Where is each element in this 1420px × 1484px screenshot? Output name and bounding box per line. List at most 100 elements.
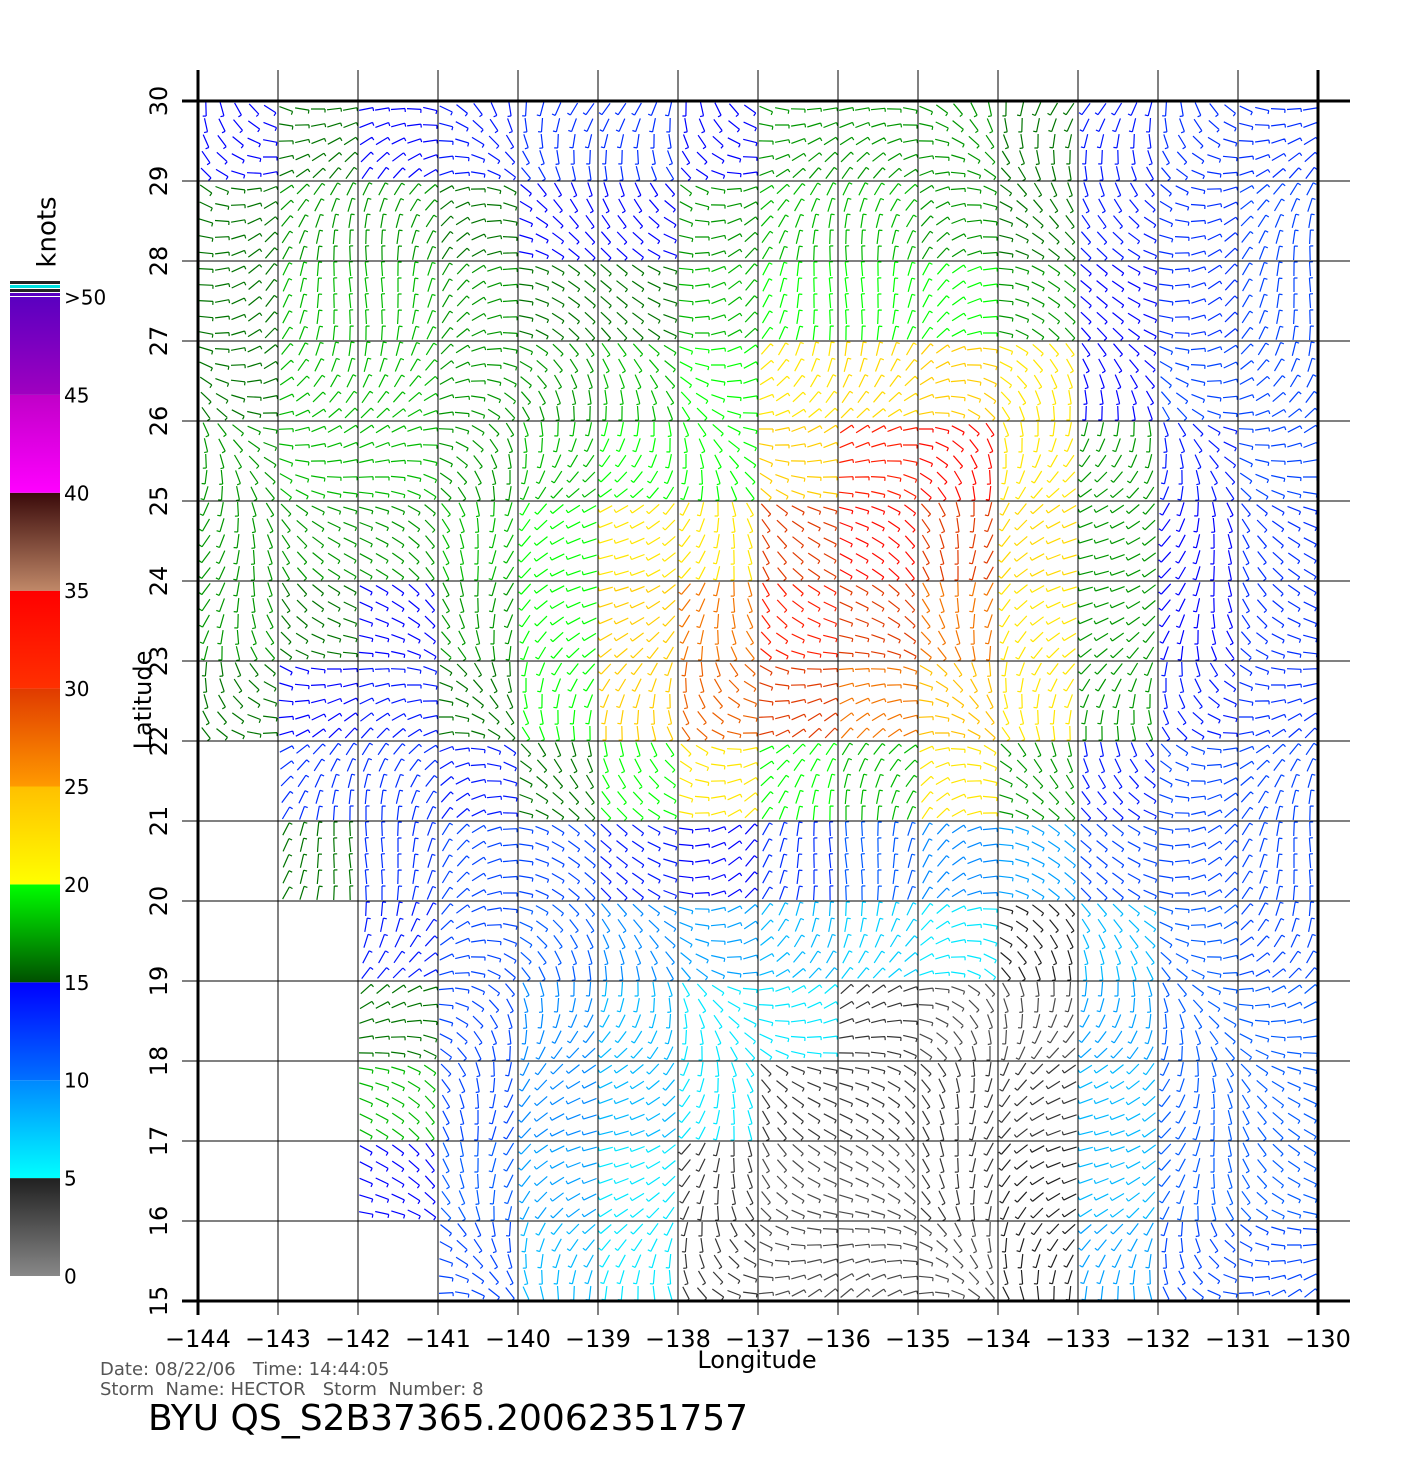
wind-cell	[1158, 263, 1239, 339]
wind-cell	[844, 821, 916, 901]
colorbar-tick-label: 0	[64, 1265, 77, 1289]
x-tick-label: −144	[165, 1325, 231, 1353]
wind-cell	[597, 421, 675, 500]
wind-cell	[1158, 1061, 1235, 1142]
wind-cell	[361, 742, 439, 821]
wind-cell	[360, 341, 439, 419]
wind-cell	[278, 424, 359, 501]
wind-cell	[518, 823, 596, 901]
wind-cell	[281, 261, 354, 341]
wind-cell	[439, 903, 518, 981]
wind-cell	[1077, 503, 1157, 578]
wind-cell	[200, 422, 278, 502]
colorbar-cap	[10, 281, 60, 284]
wind-cell	[1158, 581, 1235, 662]
x-tick-label: −140	[485, 1325, 551, 1353]
wind-cell	[441, 262, 518, 339]
y-tick-label: 24	[145, 566, 173, 597]
wind-cell	[597, 1144, 676, 1220]
wind-cell	[1000, 981, 1076, 1061]
colorbar-label: knots	[33, 196, 63, 267]
wind-cell	[200, 101, 279, 181]
wind-cell	[601, 903, 677, 982]
wind-cell	[438, 661, 516, 741]
colorbar-tick-label: 10	[64, 1069, 89, 1093]
wind-cell	[199, 344, 279, 422]
wind-cell	[758, 665, 839, 739]
wind-cell	[759, 182, 837, 261]
wind-cell	[518, 182, 596, 261]
wind-cell	[1238, 424, 1319, 501]
colorbar-cap	[10, 285, 60, 288]
wind-cell	[521, 661, 596, 742]
wind-cell	[358, 983, 439, 1060]
wind-cell	[998, 502, 1077, 579]
wind-cell	[839, 504, 917, 582]
wind-cell	[760, 1063, 838, 1142]
wind-cell	[1000, 1222, 1076, 1302]
y-tick-label: 20	[145, 886, 173, 917]
wind-cell	[1158, 823, 1238, 899]
wind-cell	[362, 182, 439, 261]
wind-cell	[1159, 344, 1239, 422]
wind-cell	[679, 743, 759, 819]
wind-cell	[601, 342, 677, 422]
wind-cell	[1238, 984, 1319, 1061]
wind-cell	[1241, 261, 1314, 341]
wind-cell	[359, 1064, 437, 1142]
wind-cell	[1240, 1142, 1318, 1221]
colorbar-tick-label: 40	[64, 481, 89, 505]
x-tick-label: −136	[805, 1325, 871, 1353]
x-axis-label: Longitude	[697, 1346, 816, 1374]
wind-cell	[838, 666, 919, 739]
wind-cell	[597, 503, 676, 578]
y-tick-label: 19	[145, 966, 173, 997]
y-tick-label: 22	[145, 726, 173, 757]
wind-cell	[998, 583, 1077, 661]
y-tick-label: 17	[145, 1126, 173, 1157]
wind-cell	[759, 742, 838, 821]
wind-cell	[921, 262, 998, 340]
colorbar-band	[10, 786, 60, 885]
colorbar-tick-label: 5	[64, 1167, 77, 1191]
wind-cell	[440, 1141, 515, 1222]
wind-cell	[600, 263, 678, 341]
wind-cell	[1077, 1062, 1157, 1138]
wind-cell	[1077, 1222, 1154, 1302]
footer-line: Date: 08/22/06 Time: 14:44:05	[100, 1359, 390, 1380]
wind-cell	[1077, 584, 1156, 660]
wind-cell	[438, 102, 517, 181]
x-tick-label: −131	[1205, 1325, 1271, 1353]
wind-cell	[439, 744, 518, 819]
wind-cell	[518, 1143, 597, 1220]
x-tick-label: −142	[325, 1325, 391, 1353]
wind-cell	[1240, 582, 1318, 661]
wind-cell	[1160, 1221, 1238, 1302]
x-tick-label: −135	[885, 1325, 951, 1353]
wind-cell	[760, 503, 838, 582]
wind-cell	[1080, 741, 1157, 821]
colorbar-tick-label: 45	[64, 383, 89, 407]
wind-cell	[597, 584, 676, 660]
wind-cell	[918, 343, 998, 421]
wind-cell	[680, 982, 758, 1062]
wind-cell	[918, 1221, 995, 1302]
wind-cell	[600, 823, 678, 901]
wind-cell	[680, 101, 758, 181]
colorbar-tick-label: 20	[64, 873, 89, 897]
colorbar-tick-label: 35	[64, 579, 89, 603]
wind-cell	[1081, 342, 1157, 422]
wind-cell	[678, 263, 759, 339]
wind-cell	[438, 1221, 515, 1302]
wind-cell	[518, 264, 596, 341]
wind-cell	[999, 903, 1076, 982]
wind-cell	[201, 661, 278, 742]
x-tick-label: −143	[245, 1325, 311, 1353]
x-tick-label: −139	[565, 1325, 631, 1353]
wind-cell	[999, 182, 1076, 261]
wind-cell	[1000, 101, 1075, 182]
wind-cell	[598, 102, 675, 182]
wind-cell	[519, 343, 595, 422]
wind-cell	[919, 184, 998, 260]
wind-cell	[518, 583, 597, 661]
